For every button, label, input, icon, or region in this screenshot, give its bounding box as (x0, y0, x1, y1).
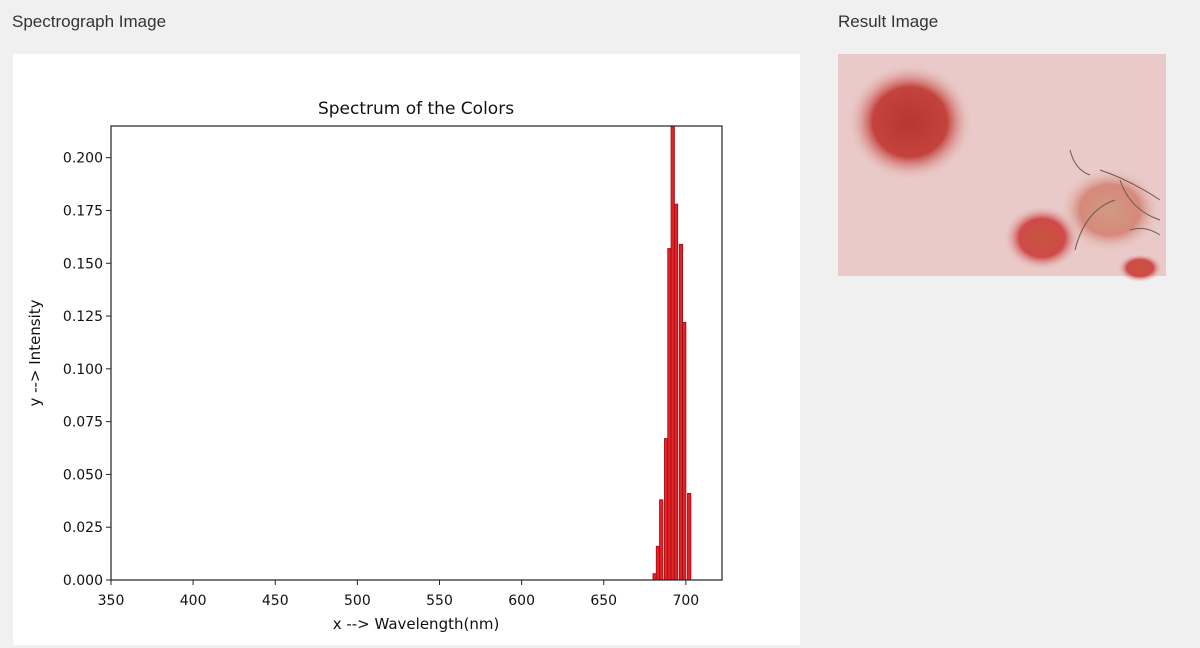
y-tick-label: 0.000 (63, 573, 103, 589)
x-axis-label: x --> Wavelength(nm) (333, 615, 500, 633)
chart: Spectrum of the Colors x --> Wavelength(… (26, 99, 723, 633)
chart-title: Spectrum of the Colors (318, 99, 514, 119)
panel-title: Spectrograph Image (12, 12, 166, 31)
y-tick-label: 0.175 (63, 203, 103, 219)
bars (652, 126, 692, 580)
y-tick-label: 0.050 (63, 467, 103, 483)
x-tick-label: 400 (180, 593, 207, 609)
x-tick-label: 550 (426, 593, 453, 609)
plot-frame (110, 125, 723, 581)
x-tick-label: 600 (508, 593, 535, 609)
y-axis-label: y --> Intensity (26, 299, 44, 406)
x-tick-label: 700 (672, 593, 699, 609)
x-tick-label: 650 (590, 593, 617, 609)
bar (682, 321, 687, 580)
x-tick-label: 500 (344, 593, 371, 609)
y-tick-label: 0.100 (63, 362, 103, 378)
y-tick-label: 0.200 (63, 151, 103, 167)
y-tick-label: 0.025 (63, 520, 103, 536)
bar (687, 493, 692, 580)
panel-title: Result Image (838, 12, 938, 31)
bar (673, 203, 679, 580)
y-tick-label: 0.075 (63, 415, 103, 431)
result-image (838, 54, 1166, 282)
x-tick-label: 450 (262, 593, 289, 609)
bar (659, 499, 664, 580)
x-tick-label: 350 (98, 593, 125, 609)
y-tick-label: 0.150 (63, 256, 103, 272)
y-tick-label: 0.125 (63, 309, 103, 325)
